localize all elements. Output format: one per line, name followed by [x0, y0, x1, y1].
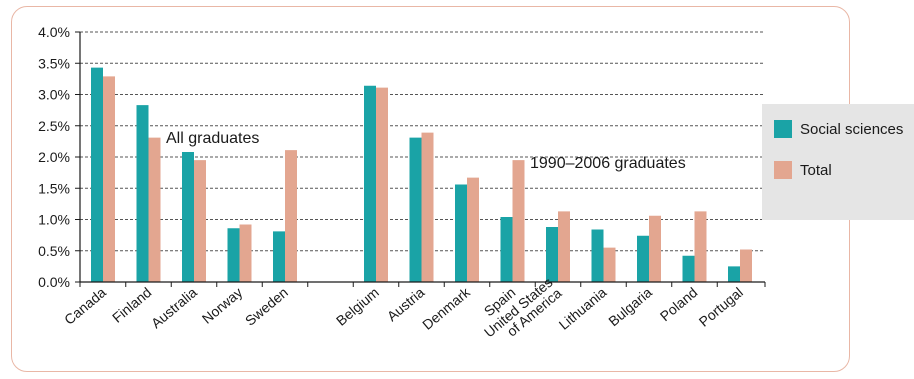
axes	[79, 32, 766, 287]
bar-total-canada	[103, 76, 115, 282]
legend-label-total: Total	[800, 161, 832, 179]
y-tick-label: 0.0%	[38, 274, 70, 290]
bar-social-sciences-portugal	[728, 266, 740, 282]
x-label-australia: Australia	[148, 284, 200, 331]
group-label-1990-2006-graduates: 1990–2006 graduates	[530, 155, 686, 172]
group-label-all-graduates: All graduates	[166, 130, 259, 147]
x-label-poland: Poland	[657, 284, 701, 324]
x-label-bulgaria: Bulgaria	[605, 284, 655, 329]
y-tick-label: 3.5%	[38, 55, 70, 71]
bar-total-finland	[148, 137, 161, 282]
bar-social-sciences-denmark	[455, 184, 467, 282]
legend-item-total: Total	[774, 161, 832, 179]
bar-social-sciences-norway	[227, 228, 240, 282]
x-label-line: Poland	[657, 284, 701, 324]
bar-social-sciences-spain	[500, 217, 513, 282]
y-tick-label: 2.0%	[38, 149, 70, 165]
x-label-line: Norway	[199, 284, 246, 327]
bar-social-sciences-poland	[682, 255, 695, 282]
x-label-line: Portugal	[696, 284, 746, 330]
y-tick-label: 2.5%	[38, 118, 70, 134]
bar-social-sciences-united-states-of-america	[546, 227, 558, 282]
x-label-denmark: Denmark	[419, 283, 474, 332]
bar-total-spain	[512, 160, 525, 282]
x-label-line: Lithuania	[556, 284, 610, 333]
bar-social-sciences-bulgaria	[637, 235, 649, 282]
bar-social-sciences-canada	[91, 67, 103, 282]
y-tick-label: 0.5%	[38, 243, 70, 259]
bar-total-belgium	[376, 87, 388, 282]
bar-total-united-states-of-america	[558, 211, 570, 282]
x-label-line: Sweden	[242, 284, 291, 329]
x-label-sweden: Sweden	[242, 284, 291, 329]
legend-swatch-social-sciences	[774, 120, 792, 138]
bars	[91, 67, 752, 282]
bar-social-sciences-australia	[182, 152, 194, 282]
bar-social-sciences-belgium	[364, 85, 376, 282]
bar-total-sweden	[285, 150, 297, 282]
x-label-lithuania: Lithuania	[556, 284, 610, 333]
x-label-belgium: Belgium	[333, 284, 382, 329]
bar-social-sciences-sweden	[273, 231, 285, 282]
x-label-line: Belgium	[333, 284, 382, 329]
bar-total-norway	[239, 224, 252, 282]
bar-total-poland	[694, 211, 707, 282]
y-tick-label: 1.0%	[38, 212, 70, 228]
y-axis-ticks: 0.0% 0.5% 1.0% 1.5% 2.0% 2.5% 3.0% 3.5% 4.0%	[38, 24, 80, 290]
x-label-canada: Canada	[61, 284, 109, 328]
bar-total-denmark	[467, 177, 479, 282]
x-label-norway: Norway	[199, 284, 246, 327]
bar-social-sciences-finland	[136, 105, 149, 282]
bar-social-sciences-austria	[409, 137, 422, 282]
legend-swatch-total	[774, 161, 792, 179]
y-tick-label: 4.0%	[38, 24, 70, 40]
x-label-line: Australia	[148, 284, 200, 331]
x-label-line: Bulgaria	[605, 284, 655, 329]
bar-total-bulgaria	[649, 215, 661, 282]
x-label-portugal: Portugal	[696, 284, 746, 330]
bar-social-sciences-lithuania	[591, 229, 604, 282]
bar-total-austria	[421, 132, 434, 282]
bar-total-australia	[194, 160, 206, 282]
bar-total-lithuania	[603, 247, 616, 282]
x-label-line: Denmark	[419, 283, 474, 332]
x-label-line: Canada	[61, 284, 109, 328]
bar-total-portugal	[740, 249, 752, 282]
legend-label-social-sciences: Social sciences	[800, 120, 904, 138]
y-tick-label: 3.0%	[38, 87, 70, 103]
legend: Social sciences Total	[762, 104, 914, 220]
y-tick-label: 1.5%	[38, 180, 70, 196]
legend-item-social-sciences: Social sciences	[774, 120, 903, 138]
